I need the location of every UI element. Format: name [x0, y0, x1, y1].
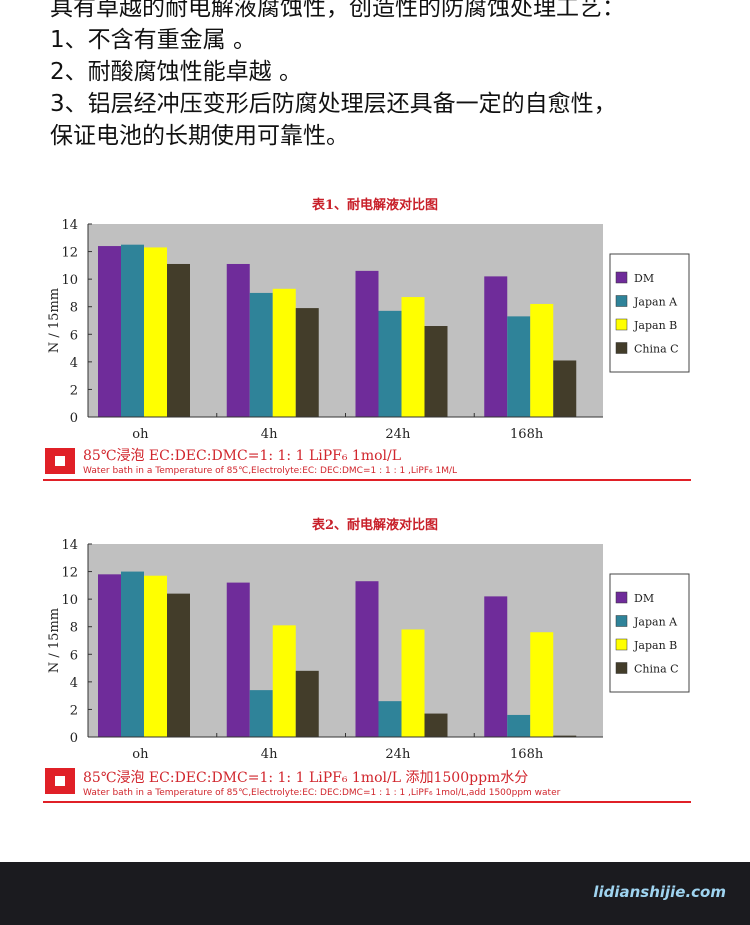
- bar-dm: [226, 263, 250, 417]
- y-tick-label: 8: [70, 301, 78, 316]
- bar-china-c: [167, 593, 190, 737]
- y-tick-label: 6: [70, 648, 78, 663]
- caption-square-icon: [45, 448, 75, 474]
- bar-japan-b: [401, 297, 425, 417]
- bar-dm: [98, 574, 121, 737]
- legend-label: Japan B: [633, 639, 677, 652]
- bar-japan-a: [121, 571, 144, 737]
- watermark: lidianshijie.com: [593, 883, 726, 901]
- bar-china-c: [295, 308, 319, 417]
- y-tick-label: 10: [61, 593, 78, 608]
- legend-swatch: [615, 318, 628, 331]
- bar-japan-b: [144, 575, 167, 737]
- y-tick-label: 2: [70, 703, 78, 718]
- x-tick-label: oh: [132, 747, 149, 762]
- x-tick-label: 4h: [261, 427, 278, 442]
- legend-label: DM: [634, 592, 654, 605]
- y-tick-label: 0: [70, 731, 78, 746]
- y-tick-label: 10: [61, 273, 78, 288]
- caption: 85℃浸泡 EC:DEC:DMC=1: 1: 1 LiPF₆ 1mol/L 添加…: [83, 770, 529, 786]
- legend-label: China C: [634, 343, 679, 356]
- y-tick-label: 8: [70, 621, 78, 636]
- x-tick-label: 24h: [385, 427, 411, 442]
- bar-china-c: [167, 263, 190, 417]
- bar-japan-b: [144, 247, 167, 417]
- legend-swatch: [615, 342, 628, 354]
- y-tick-label: 4: [70, 676, 78, 691]
- x-tick-label: 24h: [385, 747, 411, 762]
- intro-line: 保证电池的长期使用可靠性。: [50, 123, 349, 149]
- bar-japan-a: [507, 714, 531, 737]
- legend-swatch: [615, 638, 628, 651]
- bar-dm: [484, 276, 508, 417]
- bar-dm: [355, 581, 379, 737]
- bar-china-c: [424, 326, 448, 417]
- intro-line: 1、不含有重金属 。: [50, 27, 256, 53]
- bar-japan-b: [272, 288, 296, 417]
- legend-label: China C: [634, 663, 679, 676]
- x-tick-label: oh: [132, 427, 149, 442]
- bar-japan-a: [507, 316, 531, 417]
- legend-label: Japan A: [633, 616, 678, 629]
- chart-svg: oh 4h 24h 168h 0 2 4 6 8 10 12 14 N / 15mm DM Japan A J…: [47, 218, 690, 442]
- legend-swatch: [615, 591, 628, 604]
- chart-2: 表2、耐电解液对比图 oh 4h 24h 168h 0 2 4 6 8 10 12 14 N / 15m…: [0, 510, 750, 810]
- footer: lidianshijie.com: [0, 862, 750, 925]
- legend-swatch: [615, 662, 628, 674]
- y-tick-label: 0: [70, 411, 78, 426]
- y-tick-label: 2: [70, 383, 78, 398]
- legend-swatch: [615, 271, 628, 284]
- intro-line: 具有卓越的耐电解液腐蚀性，创造性的防腐蚀处理工艺：: [50, 0, 625, 21]
- bar-dm: [484, 596, 508, 737]
- bar-japan-a: [121, 244, 144, 417]
- bar-china-c: [295, 670, 319, 737]
- x-tick-label: 168h: [510, 747, 544, 762]
- bar-japan-b: [401, 629, 425, 737]
- y-tick-label: 12: [61, 566, 78, 581]
- divider: [43, 801, 691, 803]
- bar-china-c: [553, 735, 577, 737]
- legend-label: Japan A: [633, 296, 678, 309]
- legend-label: Japan B: [633, 319, 677, 332]
- bar-dm: [226, 582, 250, 737]
- chart-1: 表1、耐电解液对比图 oh 4h 24h 168h 0 2 4 6 8 10 12 14 N / 15m…: [0, 190, 750, 490]
- legend-swatch: [615, 615, 628, 627]
- y-axis-label: N / 15mm: [47, 608, 62, 673]
- bar-china-c: [424, 713, 448, 737]
- y-tick-label: 14: [61, 538, 78, 553]
- x-tick-label: 168h: [510, 427, 544, 442]
- divider: [43, 479, 691, 481]
- bar-china-c: [553, 360, 577, 417]
- bar-japan-a: [378, 310, 402, 417]
- bar-japan-b: [272, 625, 296, 737]
- bar-dm: [355, 270, 379, 417]
- bar-japan-a: [378, 701, 402, 737]
- y-tick-label: 12: [61, 246, 78, 261]
- y-axis-label: N / 15mm: [47, 288, 62, 353]
- chart-title: 表2、耐电解液对比图: [311, 518, 439, 533]
- bar-japan-b: [530, 632, 554, 737]
- bar-japan-a: [249, 690, 273, 737]
- caption-en: Water bath in a Temperature of 85℃,Elect…: [83, 466, 458, 476]
- bar-japan-a: [249, 292, 273, 417]
- caption-square-icon: [45, 768, 75, 794]
- caption: 85℃浸泡 EC:DEC:DMC=1: 1: 1 LiPF₆ 1mol/L: [83, 448, 402, 464]
- legend-label: DM: [634, 272, 654, 285]
- intro-line: 2、耐酸腐蚀性能卓越 。: [50, 59, 302, 85]
- bar-japan-b: [530, 303, 554, 417]
- bar-dm: [98, 246, 121, 417]
- caption-en: Water bath in a Temperature of 85℃,Elect…: [83, 788, 561, 798]
- y-tick-label: 14: [61, 218, 78, 233]
- intro-text: 具有卓越的耐电解液腐蚀性，创造性的防腐蚀处理工艺： 1、不含有重金属 。 2、耐…: [50, 0, 625, 152]
- legend-swatch: [615, 295, 628, 307]
- x-tick-label: 4h: [261, 747, 278, 762]
- chart-title: 表1、耐电解液对比图: [311, 198, 439, 213]
- intro-line: 3、铝层经冲压变形后防腐处理层还具备一定的自愈性，: [50, 91, 617, 117]
- chart-svg: oh 4h 24h 168h 0 2 4 6 8 10 12 14 N / 15mm DM Japan A J…: [47, 538, 690, 762]
- y-tick-label: 6: [70, 328, 78, 343]
- y-tick-label: 4: [70, 356, 78, 371]
